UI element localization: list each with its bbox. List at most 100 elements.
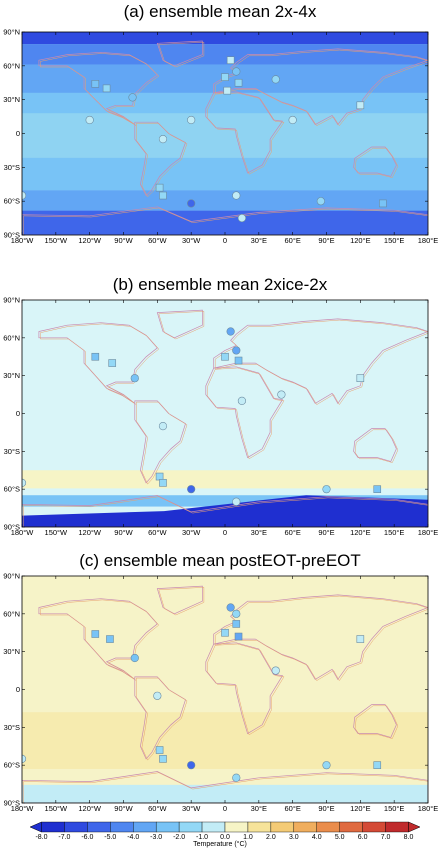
colorbar-high-arrow <box>408 821 421 833</box>
lon-tick-label: 30°E <box>251 804 267 813</box>
lat-tick-label: 60°S <box>4 485 20 494</box>
proxy-site-square <box>356 101 365 110</box>
colorbar-tick-label: 2.0 <box>266 834 276 841</box>
colorbar-tick-label: -3.0 <box>150 834 162 841</box>
proxy-site-square <box>234 356 243 365</box>
lon-tick-label: 150°E <box>384 236 405 245</box>
proxy-site-square <box>356 635 365 643</box>
field-shading <box>22 470 428 527</box>
panel-a-title: (a) ensemble mean 2x-4x <box>124 2 317 21</box>
proxy-site-square <box>232 620 241 628</box>
lon-tick-label: 0 <box>223 804 227 813</box>
lat-tick-label: 60°N <box>3 609 20 618</box>
proxy-site-square <box>91 80 100 88</box>
colorbar-title: Temperature (°C) <box>193 840 247 848</box>
proxy-site-square <box>91 630 100 638</box>
colorbar-swatch <box>201 821 226 833</box>
lon-tick-label: 150°W <box>45 528 69 537</box>
proxy-site-circle <box>130 374 139 383</box>
lat-tick-label: 60°N <box>3 61 20 70</box>
proxy-site-circle <box>237 213 247 223</box>
proxy-site-circle <box>232 497 241 506</box>
lon-tick-label: 30°W <box>182 804 201 813</box>
lon-tick-label: 120°E <box>350 804 371 813</box>
lon-tick-label: 180°W <box>11 528 35 537</box>
proxy-site-circle <box>322 485 331 494</box>
colorbar-swatch <box>178 821 203 833</box>
proxy-site-circle <box>187 199 196 208</box>
proxy-site-square <box>221 73 229 81</box>
proxy-site-square <box>155 746 164 754</box>
colorbar-swatch <box>87 821 111 833</box>
panel-b-title: (b) ensemble mean 2xice-2x <box>113 275 328 294</box>
proxy-site-circle <box>316 197 325 206</box>
lon-tick-label: 180°E <box>418 804 439 813</box>
lat-tick-label: 30°N <box>3 371 20 380</box>
lon-tick-label: 150°W <box>45 804 69 813</box>
lon-tick-label: 60°W <box>148 528 167 537</box>
proxy-site-square <box>221 352 229 361</box>
lon-tick-label: 150°E <box>384 804 405 813</box>
colorbar-tick-label: -2.0 <box>173 834 185 841</box>
panel-a-map: 180°W 150°W 120°W 90°W 60°W 30°W 0 30°E 60°E 90°E… <box>3 28 438 246</box>
proxy-site-square <box>221 628 229 637</box>
colorbar-swatch <box>385 821 409 833</box>
lat-tick-label: 30°N <box>3 647 20 656</box>
proxy-site-square <box>155 183 164 192</box>
colorbar-tick-label: 5.0 <box>335 834 345 841</box>
proxy-site-circle <box>187 485 196 494</box>
proxy-site-circle <box>187 761 196 770</box>
proxy-site-square <box>234 78 243 87</box>
colorbar-tick-label: -6.0 <box>81 834 93 841</box>
colorbar-swatch <box>316 821 340 833</box>
colorbar-tick-label: 4.0 <box>312 834 322 841</box>
colorbar-swatch <box>224 821 249 833</box>
lon-tick-label: 180°E <box>418 528 439 537</box>
colorbar-tick-label: -7.0 <box>58 834 70 841</box>
proxy-site-circle <box>130 653 139 663</box>
colorbar-swatch <box>247 821 272 833</box>
proxy-site-square <box>379 199 387 208</box>
proxy-site-square <box>159 191 167 200</box>
lon-tick-label: 90°E <box>318 804 334 813</box>
colorbar-swatch <box>293 821 317 833</box>
colorbar-swatch <box>64 821 88 833</box>
proxy-site-circle <box>85 115 94 125</box>
proxy-site-circle <box>187 115 196 125</box>
lon-tick-label: 30°W <box>182 236 201 245</box>
proxy-site-circle <box>232 191 241 200</box>
proxy-site-circle <box>158 422 168 431</box>
lon-tick-label: 180°W <box>11 804 35 813</box>
lon-tick-label: 60°W <box>148 236 167 245</box>
lat-tick-label: 30°N <box>3 95 20 104</box>
colorbar-swatch <box>362 821 386 833</box>
lon-tick-label: 120°W <box>78 236 102 245</box>
proxy-site-square <box>373 761 382 769</box>
colorbar-tick-label: -5.0 <box>104 834 116 841</box>
lat-tick-label: 60°S <box>4 761 20 770</box>
proxy-site-square <box>356 374 365 382</box>
colorbar-low-arrow <box>29 821 42 833</box>
lat-tick-label: 90°N <box>3 572 20 581</box>
proxy-site-circle <box>226 327 235 336</box>
lon-tick-label: 30°E <box>251 236 267 245</box>
proxy-site-square <box>91 352 100 361</box>
lat-tick-label: 0 <box>16 409 20 418</box>
panel-b-map: 180°W 150°W 120°W 90°W 60°W 30°W 0 30°E 60°E 90°E… <box>3 296 438 538</box>
colorbar-swatch <box>110 821 134 833</box>
lat-tick-label: 60°N <box>3 333 20 342</box>
proxy-sites <box>22 56 387 223</box>
lon-tick-label: 90°W <box>114 528 133 537</box>
panel-c-map: 180°W 150°W 120°W 90°W 60°W 30°W 0 30°E 60°E 90°E… <box>3 572 438 814</box>
colorbar-tick-label: 0.0 <box>220 834 230 841</box>
field-shading <box>22 712 428 803</box>
lon-tick-label: 150°W <box>45 236 69 245</box>
lat-tick-label: 0 <box>16 129 20 138</box>
lon-tick-label: 60°E <box>284 528 300 537</box>
colorbar-swatch <box>133 821 157 833</box>
proxy-site-square <box>226 56 235 64</box>
lon-tick-label: 30°W <box>182 528 201 537</box>
proxy-site-circle <box>232 346 241 355</box>
lon-tick-label: 90°E <box>318 528 334 537</box>
